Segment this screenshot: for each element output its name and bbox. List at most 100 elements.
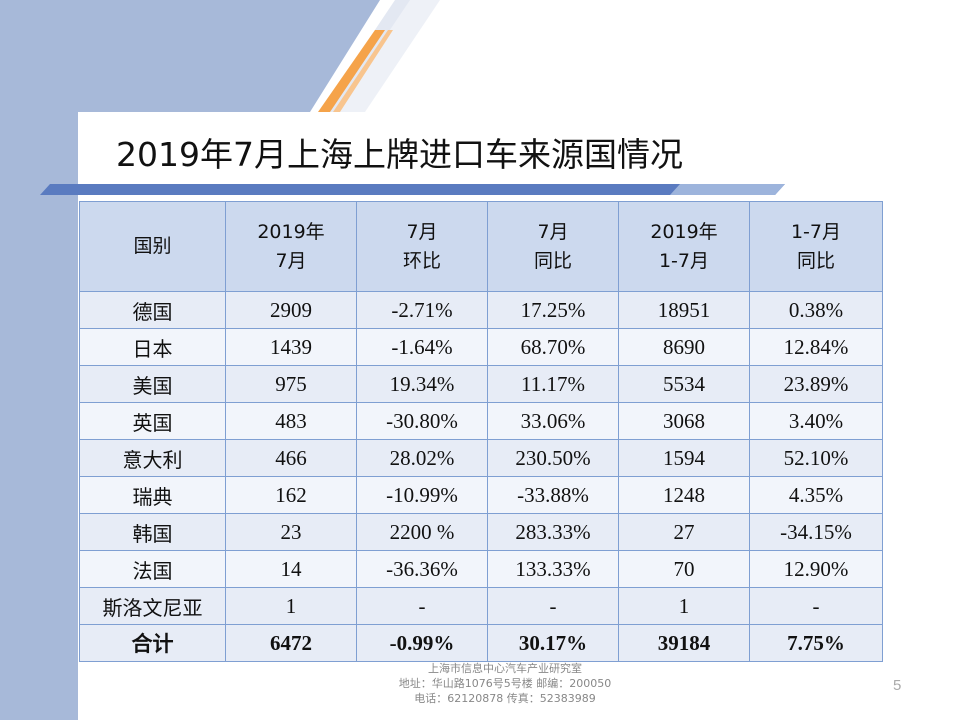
value-cell: 1 [618,587,750,625]
value-cell: 4.35% [749,476,883,514]
value-cell: 2200 % [356,513,488,551]
column-header: 1-7月同比 [749,201,883,292]
value-cell: 52.10% [749,439,883,477]
country-cell: 韩国 [79,513,226,551]
total-value-cell: 7.75% [749,624,883,662]
value-cell: 230.50% [487,439,619,477]
value-cell: 33.06% [487,402,619,440]
value-cell: 1 [225,587,357,625]
value-cell: 1439 [225,328,357,366]
column-header-line: 7月 [406,220,438,243]
value-cell: 5534 [618,365,750,403]
value-cell: 283.33% [487,513,619,551]
import-source-table: 国别 2019年 7月 7月 环比 7月 同比 2019年 1-7月 1-7月 同比 德国 2909-… [79,201,883,662]
value-cell: 18951 [618,291,750,329]
footer-contact: 上海市信息中心汽车产业研究室 地址：华山路1076号5号楼 邮编：200050 … [330,661,680,706]
value-cell: 2909 [225,291,357,329]
page-number: 5 [893,677,902,694]
title-panel [78,112,960,190]
value-cell: 0.38% [749,291,883,329]
table-row: 德国 2909 -2.71% 17.25% 18951 0.38% [79,291,883,329]
value-cell: 8690 [618,328,750,366]
table-row: 瑞典 162 -10.99% -33.88% 1248 4.35% [79,476,883,514]
country-cell: 斯洛文尼亚 [79,587,226,625]
total-label-cell: 合计 [79,624,226,662]
footer-org: 上海市信息中心汽车产业研究室 [428,662,582,675]
table-row: 法国 14 -36.36% 133.33% 70 12.90% [79,550,883,588]
column-header-line: 7月 [275,249,307,272]
table-row: 意大利 466 28.02% 230.50% 1594 52.10% [79,439,883,477]
column-header: 2019年 1-7月 [618,201,750,292]
slide-title: 2019年7月上海上牌进口车来源国情况 [116,135,683,174]
total-row: 合计 6472 -0.99% 30.17% 39184 7.75% [79,624,883,662]
column-header-line: 2019年 [650,220,718,243]
value-cell: 1248 [618,476,750,514]
value-cell: 70 [618,550,750,588]
table-row: 美国 975 19.34% 11.17% 5534 23.89% [79,365,883,403]
value-cell: 483 [225,402,357,440]
value-cell: 3068 [618,402,750,440]
value-cell: - [487,587,619,625]
column-header: 国别 [79,201,226,292]
value-cell: -33.88% [487,476,619,514]
value-cell: 162 [225,476,357,514]
value-cell: -34.15% [749,513,883,551]
value-cell: 975 [225,365,357,403]
value-cell: -10.99% [356,476,488,514]
value-cell: -1.64% [356,328,488,366]
footer-address: 地址：华山路1076号5号楼 邮编：200050 [398,677,612,690]
value-cell: 12.90% [749,550,883,588]
value-cell: 12.84% [749,328,883,366]
value-cell: 17.25% [487,291,619,329]
value-cell: 23.89% [749,365,883,403]
column-header-line: 2019年 [257,220,325,243]
decor-stripes [318,0,440,112]
column-header-line: 同比 [533,249,572,272]
value-cell: 28.02% [356,439,488,477]
value-cell: -36.36% [356,550,488,588]
country-cell: 英国 [79,402,226,440]
value-cell: 466 [225,439,357,477]
total-value-cell: 39184 [618,624,750,662]
table-row: 斯洛文尼亚 1- -1- [79,587,883,625]
value-cell: 68.70% [487,328,619,366]
table-row: 英国 483 -30.80% 33.06% 3068 3.40% [79,402,883,440]
value-cell: 23 [225,513,357,551]
value-cell: - [356,587,488,625]
total-value-cell: 6472 [225,624,357,662]
value-cell: 3.40% [749,402,883,440]
column-header: 7月环比 [356,201,488,292]
title-underline-bar [40,184,785,195]
table-row: 韩国 23 2200 % 283.33% 27 -34.15% [79,513,883,551]
value-cell: - [749,587,883,625]
value-cell: 14 [225,550,357,588]
column-header: 7月同比 [487,201,619,292]
column-header-line: 1-7月 [658,249,710,272]
total-value-cell: -0.99% [356,624,488,662]
value-cell: 19.34% [356,365,488,403]
column-header-line: 1-7月 [790,220,842,243]
value-cell: 11.17% [487,365,619,403]
country-cell: 日本 [79,328,226,366]
total-value-cell: 30.17% [487,624,619,662]
column-header: 2019年 7月 [225,201,357,292]
value-cell: 133.33% [487,550,619,588]
column-header-line: 环比 [402,249,441,272]
footer-phone: 电话：62120878 传真：52383989 [414,692,596,705]
country-cell: 德国 [79,291,226,329]
table-row: 日本 1439 -1.64% 68.70% 8690 12.84% [79,328,883,366]
value-cell: -2.71% [356,291,488,329]
value-cell: 1594 [618,439,750,477]
top-decor-band [0,0,960,112]
column-header-line: 国别 [133,235,172,257]
country-cell: 法国 [79,550,226,588]
value-cell: -30.80% [356,402,488,440]
country-cell: 美国 [79,365,226,403]
table-header-row: 国别 2019年 7月 7月 环比 7月 同比 2019年 1-7月 1-7月 同比 [79,201,883,292]
value-cell: 27 [618,513,750,551]
country-cell: 意大利 [79,439,226,477]
left-decor-band [0,0,78,720]
country-cell: 瑞典 [79,476,226,514]
column-header-line: 7月 [537,220,569,243]
column-header-line: 同比 [796,249,835,272]
